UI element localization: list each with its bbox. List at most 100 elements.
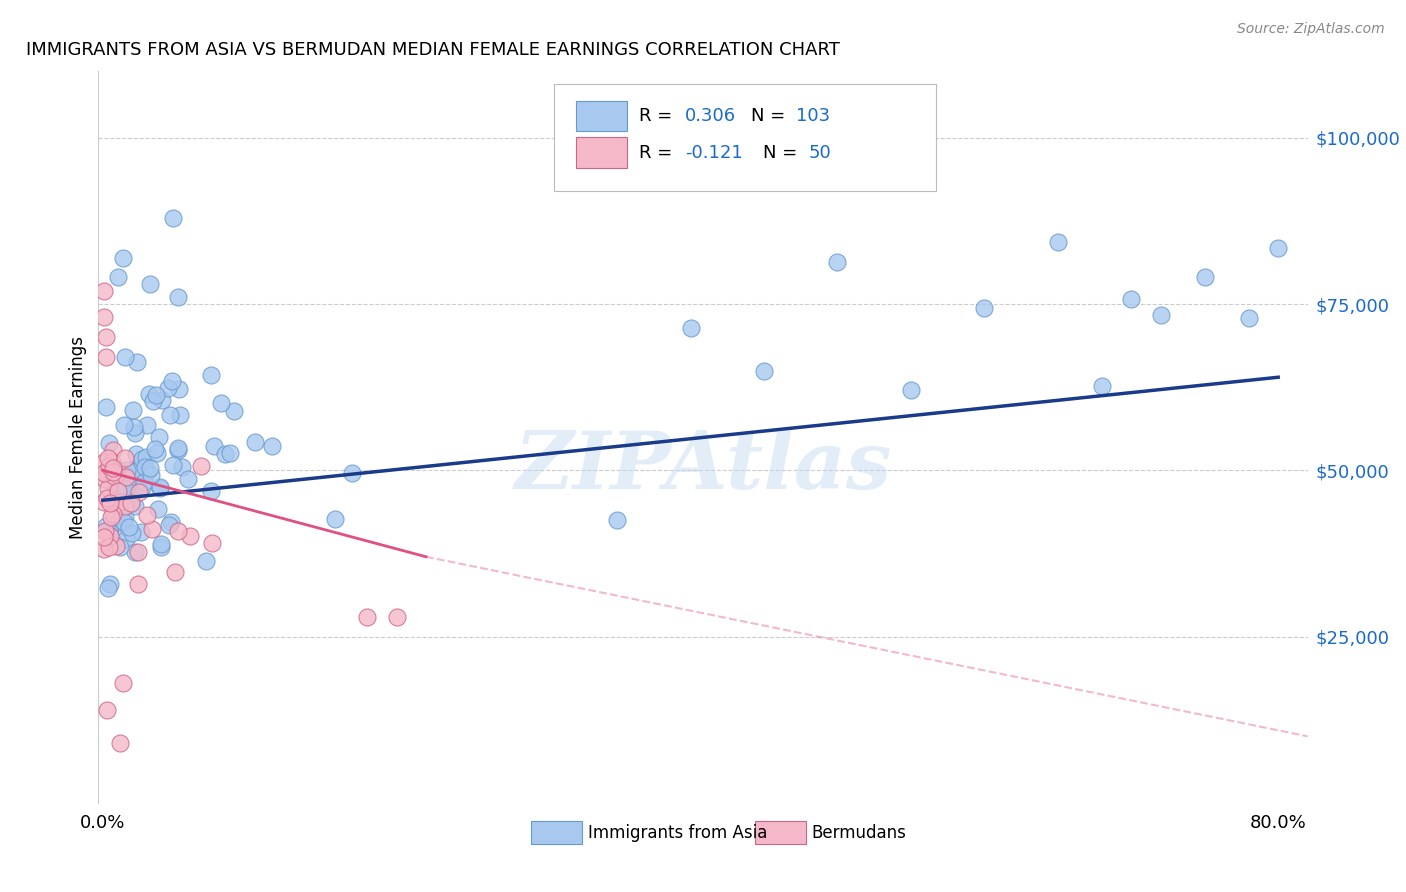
Point xyxy=(973,301,995,316)
Text: R =: R = xyxy=(638,144,678,161)
Point xyxy=(132,475,155,490)
Point xyxy=(127,577,149,591)
Point xyxy=(156,381,179,395)
Point xyxy=(117,498,139,512)
Point xyxy=(142,394,165,409)
Point xyxy=(112,417,135,432)
Point xyxy=(131,451,153,466)
Point xyxy=(209,396,232,410)
Point xyxy=(108,495,131,509)
Point xyxy=(121,525,143,540)
Point xyxy=(1046,235,1069,249)
Point xyxy=(93,495,115,509)
Point xyxy=(97,523,120,537)
Point xyxy=(112,485,135,500)
Text: N =: N = xyxy=(763,144,803,161)
Point xyxy=(1150,308,1173,322)
Point xyxy=(97,482,120,496)
Point xyxy=(100,576,122,591)
Point xyxy=(108,540,131,554)
Point xyxy=(101,491,124,505)
Point xyxy=(219,446,242,460)
Point xyxy=(150,540,173,554)
Y-axis label: Median Female Earnings: Median Female Earnings xyxy=(69,335,87,539)
Text: Source: ZipAtlas.com: Source: ZipAtlas.com xyxy=(1237,22,1385,37)
Point xyxy=(108,490,131,504)
Point xyxy=(136,417,159,432)
Point xyxy=(120,496,142,510)
Point xyxy=(94,524,117,538)
FancyBboxPatch shape xyxy=(576,101,627,131)
Point xyxy=(200,483,222,498)
Point xyxy=(149,480,172,494)
Point xyxy=(118,519,141,533)
Text: Immigrants from Asia: Immigrants from Asia xyxy=(588,824,768,842)
Point xyxy=(96,400,118,414)
Point xyxy=(143,442,166,456)
Point xyxy=(104,467,127,482)
FancyBboxPatch shape xyxy=(531,821,582,845)
Text: Bermudans: Bermudans xyxy=(811,824,907,842)
Point xyxy=(94,519,117,533)
Point xyxy=(1091,379,1114,393)
Point xyxy=(169,408,191,422)
Point xyxy=(115,469,138,483)
Point xyxy=(107,270,129,285)
Point xyxy=(114,350,136,364)
Point xyxy=(132,479,155,493)
Point xyxy=(125,447,148,461)
Point xyxy=(121,477,143,491)
Point xyxy=(157,518,180,533)
Point xyxy=(111,676,134,690)
Point xyxy=(262,439,284,453)
Point xyxy=(97,459,120,474)
FancyBboxPatch shape xyxy=(755,821,806,845)
Point xyxy=(94,351,117,365)
Point xyxy=(145,388,167,402)
Point xyxy=(125,464,148,478)
Point xyxy=(94,467,117,481)
Point xyxy=(124,420,146,434)
Point xyxy=(97,451,120,466)
Point xyxy=(128,485,150,500)
Point xyxy=(159,408,181,422)
FancyBboxPatch shape xyxy=(576,137,627,168)
Point xyxy=(1267,242,1289,256)
Point xyxy=(117,463,139,477)
Point xyxy=(101,466,124,480)
Point xyxy=(139,277,162,292)
Text: N =: N = xyxy=(751,107,792,125)
Point xyxy=(606,513,628,527)
Point xyxy=(1237,311,1260,326)
Point xyxy=(1194,270,1216,285)
Point xyxy=(679,321,702,335)
Point xyxy=(93,284,115,298)
Point xyxy=(96,703,118,717)
Point xyxy=(105,539,128,553)
Point xyxy=(121,403,143,417)
Point xyxy=(149,537,172,551)
Point xyxy=(98,529,121,543)
Point xyxy=(1121,292,1143,306)
Point xyxy=(107,516,129,530)
Point xyxy=(93,310,115,325)
Point xyxy=(134,459,156,474)
Text: ZIPAtlas: ZIPAtlas xyxy=(515,427,891,505)
Point xyxy=(112,515,135,529)
Point xyxy=(340,466,363,480)
Point xyxy=(138,387,160,401)
Point xyxy=(323,512,346,526)
Point xyxy=(135,450,157,464)
Point xyxy=(114,451,136,466)
Point xyxy=(166,290,188,304)
Point xyxy=(114,499,136,513)
Point xyxy=(93,466,115,480)
Point xyxy=(101,474,124,488)
Point xyxy=(176,472,198,486)
Point xyxy=(100,495,122,509)
Point xyxy=(356,609,378,624)
Point xyxy=(167,382,190,396)
Point xyxy=(385,609,408,624)
Point xyxy=(101,461,124,475)
Point xyxy=(141,522,163,536)
